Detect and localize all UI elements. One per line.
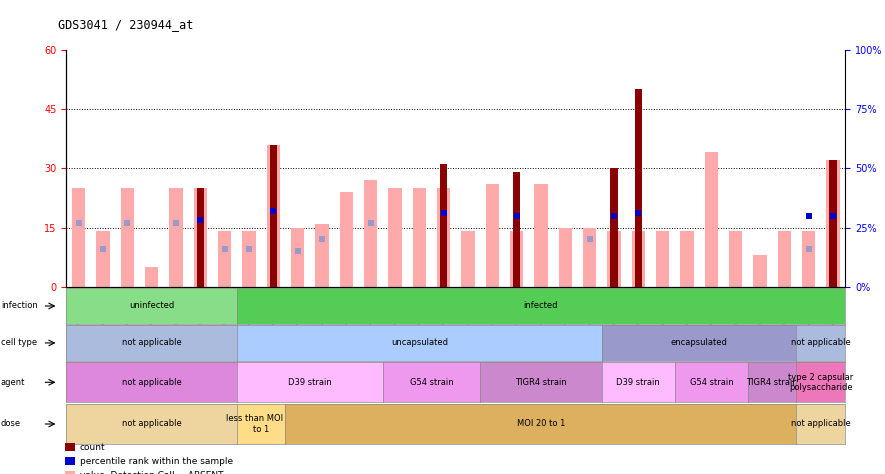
Text: TIGR4 strain: TIGR4 strain <box>746 378 798 387</box>
Bar <box>753 255 766 287</box>
Bar <box>461 231 474 287</box>
Bar <box>364 180 377 287</box>
Bar <box>120 188 134 287</box>
Bar <box>266 145 280 287</box>
Bar <box>583 228 596 287</box>
Text: not applicable: not applicable <box>791 419 850 428</box>
Bar <box>412 188 426 287</box>
Bar <box>194 188 207 287</box>
Text: not applicable: not applicable <box>121 378 181 387</box>
Text: not applicable: not applicable <box>791 338 850 347</box>
Bar <box>196 188 204 287</box>
Bar <box>389 188 402 287</box>
Bar <box>72 188 85 287</box>
Bar <box>315 224 328 287</box>
Bar <box>729 231 743 287</box>
Bar <box>145 267 158 287</box>
Bar <box>635 89 642 287</box>
Bar <box>829 160 836 287</box>
Bar <box>218 231 231 287</box>
Text: infection: infection <box>1 301 38 310</box>
Text: value, Detection Call = ABSENT: value, Detection Call = ABSENT <box>80 472 223 474</box>
Bar <box>704 153 718 287</box>
Bar <box>681 231 694 287</box>
Bar <box>242 231 256 287</box>
Bar <box>802 231 815 287</box>
Bar <box>291 228 304 287</box>
Bar <box>440 164 447 287</box>
Bar <box>510 231 523 287</box>
Bar <box>632 231 645 287</box>
Bar <box>437 188 450 287</box>
Bar <box>827 160 840 287</box>
Text: not applicable: not applicable <box>121 419 181 428</box>
Text: G54 strain: G54 strain <box>410 378 453 387</box>
Text: count: count <box>80 443 105 452</box>
Bar <box>656 231 669 287</box>
Text: agent: agent <box>1 378 26 387</box>
Bar <box>558 228 572 287</box>
Bar <box>270 145 277 287</box>
Text: encapsulated: encapsulated <box>671 338 727 347</box>
Text: dose: dose <box>1 419 21 428</box>
Text: less than MOI 20
to 1: less than MOI 20 to 1 <box>226 414 296 434</box>
Bar <box>96 231 110 287</box>
Bar <box>513 172 520 287</box>
Text: cell type: cell type <box>1 338 37 347</box>
Bar <box>607 231 620 287</box>
Text: infected: infected <box>524 301 558 310</box>
Text: type 2 capsular
polysaccharide: type 2 capsular polysaccharide <box>789 373 853 392</box>
Bar <box>340 192 353 287</box>
Text: GDS3041 / 230944_at: GDS3041 / 230944_at <box>58 18 193 31</box>
Bar <box>778 231 791 287</box>
Text: G54 strain: G54 strain <box>689 378 733 387</box>
Bar <box>611 168 618 287</box>
Bar <box>486 184 499 287</box>
Text: uncapsulated: uncapsulated <box>391 338 448 347</box>
Text: not applicable: not applicable <box>121 338 181 347</box>
Bar <box>169 188 182 287</box>
Text: D39 strain: D39 strain <box>288 378 332 387</box>
Text: uninfected: uninfected <box>129 301 174 310</box>
Text: D39 strain: D39 strain <box>617 378 660 387</box>
Bar <box>535 184 548 287</box>
Text: MOI 20 to 1: MOI 20 to 1 <box>517 419 566 428</box>
Text: percentile rank within the sample: percentile rank within the sample <box>80 457 233 466</box>
Text: TIGR4 strain: TIGR4 strain <box>515 378 566 387</box>
